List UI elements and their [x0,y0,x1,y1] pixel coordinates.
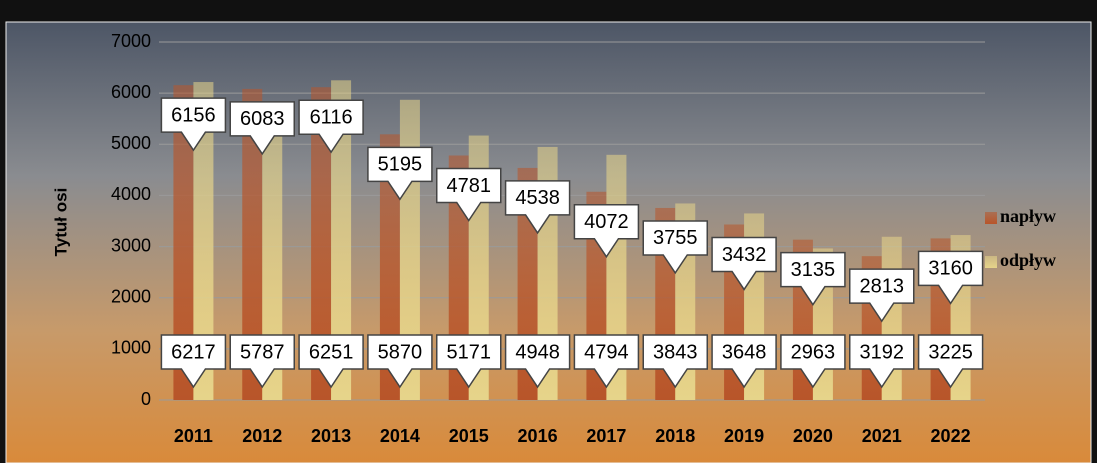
y-tick-label: 0 [141,389,151,409]
bar [193,82,214,400]
bar [262,104,283,400]
legend-label: napływ [1000,206,1056,226]
callout [229,101,295,156]
bar [242,88,263,400]
callout [367,146,433,201]
bar [311,87,332,400]
data-label: 6156 [171,104,216,126]
legend-label: odpływ [1000,250,1056,270]
x-tick-label: 2013 [311,426,351,446]
callout [711,334,777,389]
data-label: 5787 [240,341,285,363]
callout [160,97,227,152]
callout [573,334,640,389]
data-label: 4948 [515,341,560,363]
data-label: 4538 [515,187,560,209]
x-tick-label: 2021 [862,426,902,446]
callout [642,220,708,275]
data-label: 4794 [584,341,629,363]
callout [298,334,364,389]
y-axis-title: Tytuł osi [51,188,70,257]
x-tick-label: 2011 [174,426,213,446]
data-label: 5171 [447,341,492,363]
data-label: 3843 [653,341,698,363]
callout [436,167,502,222]
data-label: 6116 [310,106,353,128]
callout [504,180,571,235]
x-tick-label: 2018 [655,426,695,446]
data-label: 3225 [928,341,973,363]
callout [436,334,502,389]
x-tick-label: 2020 [793,426,833,446]
data-label: 4781 [447,175,492,197]
callout [504,334,571,389]
callout [849,268,915,323]
callout [917,250,984,305]
callout [229,334,295,389]
y-tick-label: 1000 [111,338,151,358]
callout [711,236,777,291]
bar [173,85,194,400]
callout [160,334,227,389]
data-label: 3192 [860,341,905,363]
callout [917,334,984,389]
y-tick-label: 4000 [111,184,151,204]
callout [849,334,915,389]
bar [379,134,400,400]
data-label: 5195 [378,154,423,176]
data-label: 6251 [309,341,354,363]
y-tick-label: 7000 [111,31,151,51]
data-label: 3648 [722,341,767,363]
callout [780,334,846,389]
data-label: 5870 [378,341,423,363]
data-label: 3755 [653,227,698,249]
y-tick-label: 5000 [111,133,151,153]
callout [642,334,708,389]
legend-swatch [985,212,997,224]
callout [573,203,640,259]
data-label: 6083 [240,108,285,130]
callout [780,251,846,307]
data-label: 3432 [722,244,767,266]
data-label: 3135 [791,259,836,281]
y-tick-label: 6000 [111,82,151,102]
data-label: 4072 [584,211,629,233]
legend-swatch [985,256,997,268]
data-label: 3160 [928,258,973,280]
y-tick-label: 3000 [111,235,151,255]
x-tick-label: 2017 [586,426,626,446]
x-tick-label: 2022 [931,426,971,446]
y-tick-label: 2000 [111,286,151,306]
bar [331,80,352,400]
x-tick-label: 2019 [724,426,764,446]
x-tick-label: 2012 [242,426,282,446]
data-label: 6217 [171,341,216,363]
callout [298,99,364,154]
x-tick-label: 2015 [449,426,489,446]
data-label: 2813 [860,275,905,297]
callout [367,334,433,389]
x-tick-label: 2014 [380,426,420,446]
x-tick-label: 2016 [518,426,558,446]
data-label: 2963 [791,341,836,363]
